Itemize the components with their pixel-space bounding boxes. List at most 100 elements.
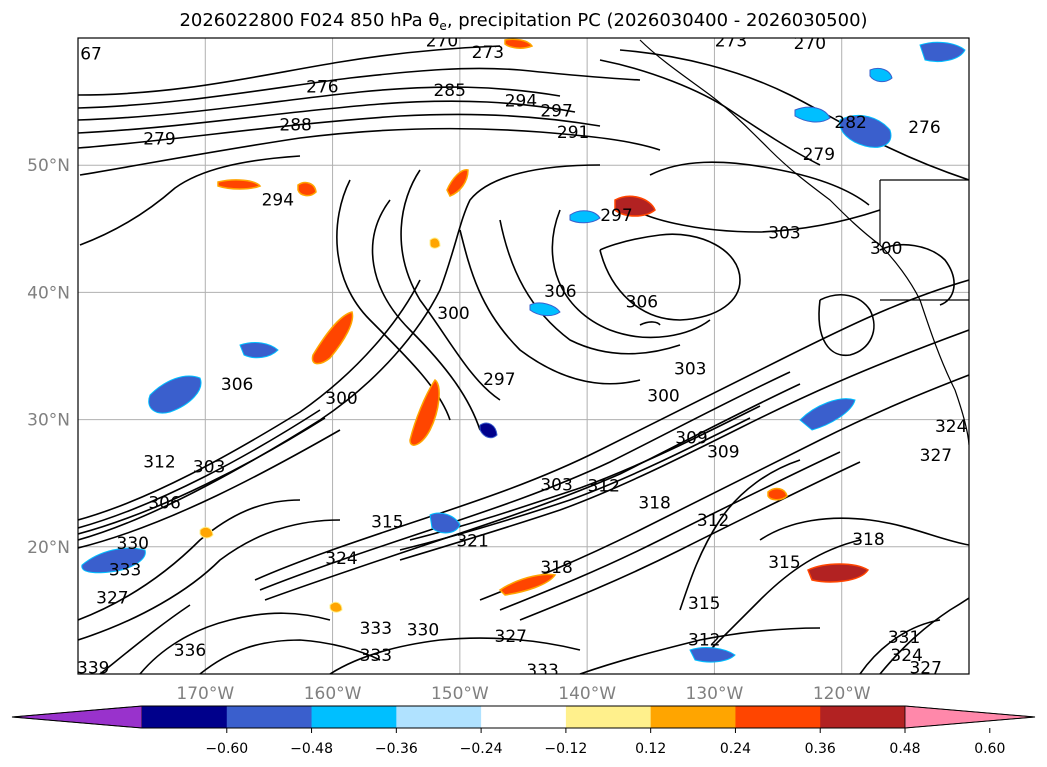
latitude-labels: 50°N 40°N 30°N 20°N [27,156,70,558]
latitude-tick-label: 30°N [27,411,70,431]
contour-label: 276 [306,77,338,97]
contour-label: 333 [360,619,392,639]
contour-label: 309 [675,428,707,448]
contour-label: 318 [638,493,670,513]
contour-label: 327 [909,659,941,679]
colorbar-tick-label: −0.12 [544,741,587,757]
colorbar-segment [226,706,313,728]
longitude-labels: 170°W 160°W 150°W 140°W 130°W 120°W [176,684,870,704]
contour-label: 330 [117,534,149,554]
contour-label: 303 [674,360,706,380]
colorbar-tick-label: −0.60 [205,741,248,757]
contour-label: 327 [96,589,128,609]
contour-label: 279 [143,129,175,149]
colorbar-segment [650,706,736,728]
contour-label: 300 [437,304,469,324]
colorbar-tick-label: 0.24 [720,741,751,757]
latitude-tick-label: 40°N [27,283,70,303]
contour-label: 336 [174,641,206,661]
contour-label: 297 [540,102,572,122]
colorbar-segment [481,706,567,728]
contour-label: 309 [707,442,739,462]
longitude-tick-label: 170°W [176,684,234,704]
contour-label: 294 [262,191,294,211]
contour-label: 315 [371,512,403,532]
colorbar-extend-high [904,705,1036,729]
contour-label: 333 [109,561,141,581]
contour-label: 312 [697,511,729,531]
contour-label: 270 [794,34,826,54]
colorbar-extend-low [11,705,143,729]
coastlines [639,39,969,446]
contour-label: 324 [890,646,922,666]
colorbar-tick-label: 0.12 [635,741,666,757]
contour-label: 306 [148,493,180,513]
colorbar-segment [142,706,228,728]
colorbar-tick-label: −0.24 [460,741,503,757]
contour-label: 285 [433,81,465,101]
contour-label: 306 [626,292,658,312]
contour-label: 312 [143,453,175,473]
colorbar-tick-label: 0.60 [974,741,1005,757]
contour-label: 339 [77,659,109,679]
colorbar-tick-label: 0.36 [805,741,836,757]
colorbar-tick-label: −0.48 [290,741,333,757]
colorbar-segment [820,706,906,728]
contour-label: 288 [279,115,311,135]
contour-label: 294 [505,91,537,111]
longitude-tick-label: 120°W [813,684,871,704]
contour-label: 273 [472,43,504,63]
contour-label: 318 [852,530,884,550]
precip-shading [81,38,966,663]
contour-label: 282 [834,113,866,133]
contour-label: 312 [587,477,619,497]
contour-label: 324 [325,549,357,569]
contour-label: 303 [540,475,572,495]
colorbar-outline [11,705,1036,729]
contour-label: 306 [544,282,576,302]
contour-label: 306 [221,375,253,395]
contour-label: 297 [600,206,632,226]
contour-label: 291 [557,123,589,143]
contour-label: 331 [888,628,920,648]
contour-label: 297 [483,370,515,390]
contour-label: 315 [688,594,720,614]
colorbar-tick-label: 0.48 [889,741,920,757]
contour-label: 321 [456,531,488,551]
contour-label: 318 [540,558,572,578]
longitude-tick-label: 160°W [304,684,362,704]
contour-label: 276 [908,118,940,138]
contour-label: 300 [647,386,679,406]
map-frame [77,37,970,675]
latitude-tick-label: 20°N [27,538,70,558]
contour-label: 303 [768,224,800,244]
map-title: 2026022800 F024 850 hPa θe, precipitatio… [179,10,868,33]
contour-label: 273 [715,32,747,52]
contour-label: 300 [325,389,357,409]
longitude-tick-label: 140°W [558,684,616,704]
contour-label: 300 [870,239,902,259]
contour-label: 303 [193,458,225,478]
longitude-tick-label: 130°W [686,684,744,704]
contour-label: 315 [768,553,800,573]
latitude-tick-label: 50°N [27,156,70,176]
contour-label: 267 [69,44,101,64]
contour-label: 327 [495,627,527,647]
colorbar: −0.60 −0.48 −0.36 −0.24 −0.12 0.12 0.24 0.36 0.4… [11,705,1036,757]
contour-label: 333 [526,661,558,681]
contour-label: 327 [920,446,952,466]
colorbar-segment [735,706,821,728]
theta-e-contours [78,45,969,674]
contour-label: 312 [688,631,720,651]
contour-label: 333 [360,646,392,666]
colorbar-segment [311,706,397,728]
colorbar-segment [565,706,652,728]
colorbar-segment [396,706,482,728]
contour-label: 324 [935,417,967,437]
longitude-tick-label: 150°W [431,684,489,704]
contour-label: 270 [426,32,458,52]
colorbar-tick-label: −0.36 [375,741,418,757]
contour-label: 330 [407,620,439,640]
